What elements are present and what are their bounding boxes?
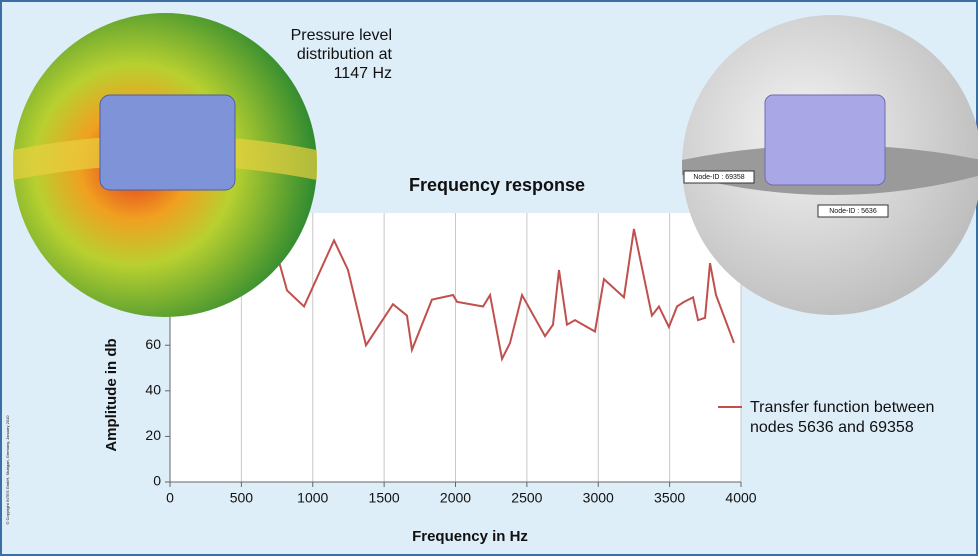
y-tick-label: 40 <box>145 382 161 398</box>
x-tick-label: 0 <box>166 490 174 506</box>
page: Node-ID : 69358 Node-ID : 5636 Frequency… <box>0 0 978 556</box>
x-tick-label: 500 <box>230 490 254 506</box>
x-tick-label: 3500 <box>654 490 685 506</box>
x-tick-label: 3000 <box>583 490 614 506</box>
chart-title: Frequency response <box>409 175 585 195</box>
annotation: Pressure level distribution at 1147 Hz <box>262 26 392 83</box>
copyright: © Copyright INTES GmbH, Stuttgart, Germa… <box>5 415 10 525</box>
x-tick-label: 1000 <box>297 490 328 506</box>
node-label: Node-ID : 69358 <box>693 174 744 181</box>
y-tick-label: 0 <box>153 473 161 489</box>
y-axis-label: Amplitude in db <box>103 338 120 451</box>
building-model <box>100 95 235 190</box>
x-tick-label: 4000 <box>725 490 756 506</box>
x-tick-label: 2500 <box>511 490 542 506</box>
y-tick-label: 60 <box>145 336 161 352</box>
legend-label: Transfer function between nodes 5636 and… <box>750 398 975 438</box>
y-tick-label: 20 <box>145 427 161 443</box>
node-label: Node-ID : 5636 <box>829 208 877 215</box>
x-axis-label: Frequency in Hz <box>412 528 528 545</box>
building-model <box>765 95 885 185</box>
chart: Node-ID : 69358 Node-ID : 5636 Frequency… <box>0 0 978 556</box>
x-tick-label: 1500 <box>369 490 400 506</box>
x-tick-label: 2000 <box>440 490 471 506</box>
